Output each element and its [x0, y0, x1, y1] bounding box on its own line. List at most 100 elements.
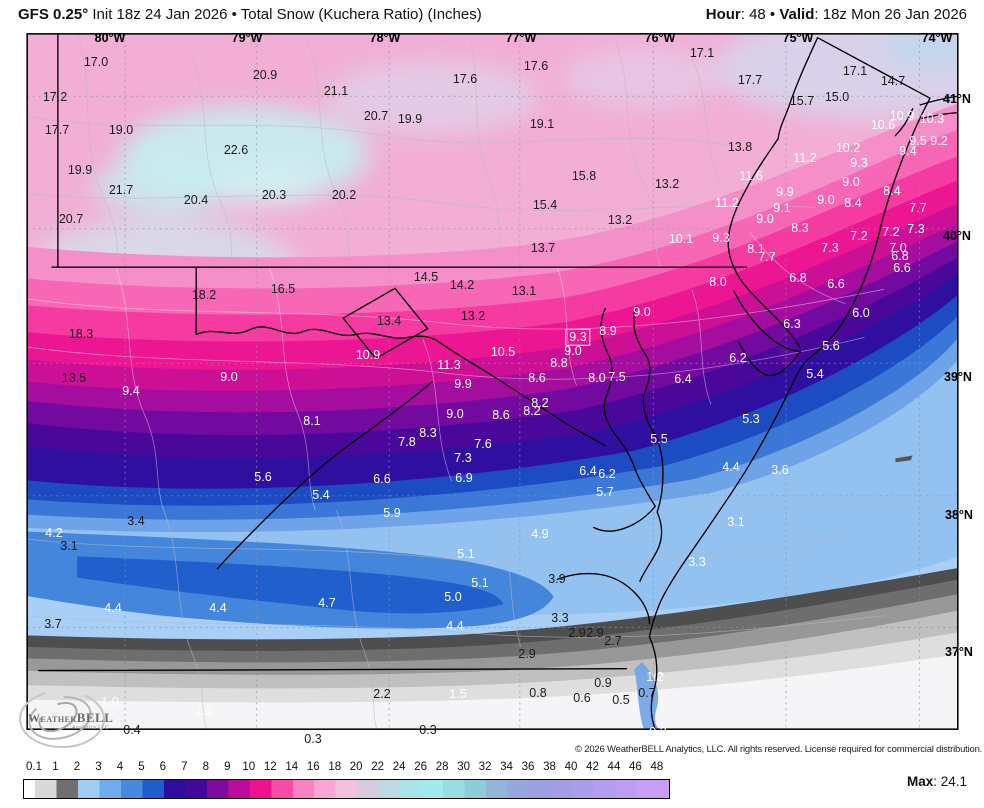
value-label: 3.9 — [548, 571, 566, 586]
longitude-label: 80°W — [94, 31, 126, 45]
map-graphic — [26, 33, 959, 730]
value-label: 6.4 — [674, 371, 692, 386]
value-label: 0.9 — [594, 675, 612, 690]
value-label: 4.7 — [318, 595, 336, 610]
value-label: 8.1 — [747, 241, 765, 256]
colorbar-tick: 9 — [224, 761, 231, 773]
value-label: 13.1 — [511, 283, 537, 298]
value-label: 1.2 — [195, 703, 213, 718]
colorbar-tick: 22 — [371, 761, 385, 773]
colorbar-tick: 38 — [543, 761, 556, 773]
valid-time: Hour: 48 • Valid: 18z Mon 26 Jan 2026 — [706, 6, 967, 23]
value-label: 7.3 — [821, 240, 839, 255]
value-label: 4.4 — [446, 618, 464, 633]
value-label: 5.1 — [457, 546, 475, 561]
value-label: 19.1 — [529, 116, 555, 131]
hour-value: : 48 — [740, 6, 766, 23]
value-label: 8.0 — [588, 370, 606, 385]
value-label: 14.2 — [449, 277, 475, 292]
value-label: 20.7 — [363, 108, 389, 123]
value-label: 9.9 — [776, 184, 794, 199]
title-bar: GFS 0.25° Init 18z 24 Jan 2026 • Total S… — [0, 0, 984, 30]
value-label: 2.9 — [568, 625, 586, 640]
value-label: 5.7 — [596, 484, 614, 499]
value-label: 7.2 — [850, 228, 868, 243]
latitude-label: 41°N — [943, 92, 971, 106]
value-label: 9.0 — [842, 174, 860, 189]
value-label: 7.3 — [454, 450, 472, 465]
value-label: 6.6 — [827, 276, 845, 291]
value-label: 5.9 — [383, 505, 401, 520]
value-label: 7.5 — [608, 369, 626, 384]
value-label: 0.7 — [638, 685, 656, 700]
value-label: 4.4 — [209, 600, 227, 615]
value-label: 14.5 — [413, 269, 439, 284]
value-label: 4.9 — [531, 526, 549, 541]
value-label: 7.2 — [882, 224, 900, 239]
value-label: 9.0 — [220, 369, 238, 384]
colorbar-tick: 24 — [392, 761, 406, 773]
value-label: 10.9 — [355, 347, 381, 362]
colorbar-tick: 1 — [52, 761, 59, 773]
colorbar-tick: 36 — [521, 761, 535, 773]
longitude-label: 79°W — [231, 31, 263, 45]
longitude-label: 75°W — [782, 31, 814, 45]
product-title: GFS 0.25° Init 18z 24 Jan 2026 • Total S… — [18, 6, 482, 23]
bullet-separator: • — [765, 6, 780, 23]
value-label: 8.3 — [791, 220, 809, 235]
colorbar-tick: 18 — [328, 761, 342, 773]
value-label: 6.8 — [891, 248, 909, 263]
value-label: 3.3 — [551, 610, 569, 625]
value-label: 15.8 — [571, 168, 597, 183]
value-label: 5.1 — [471, 575, 489, 590]
map-frame — [26, 33, 959, 730]
value-label: 3.1 — [60, 538, 78, 553]
value-label: 8.1 — [303, 413, 321, 428]
value-label: 11.3 — [437, 357, 461, 372]
colorbar-tick: 5 — [138, 761, 145, 773]
colorbar-tick: 6 — [159, 761, 167, 773]
value-label: 7.6 — [474, 436, 492, 451]
value-label: 10.1 — [668, 231, 694, 246]
longitude-label: 77°W — [505, 31, 537, 45]
value-label: 19.0 — [108, 122, 134, 137]
value-label: 18.2 — [191, 287, 217, 302]
latitude-label: 39°N — [944, 370, 972, 384]
value-label: 9.2 — [930, 133, 948, 148]
value-label: 20.9 — [252, 67, 278, 82]
colorbar — [23, 779, 670, 799]
value-label: 17.6 — [523, 58, 549, 73]
value-label: 3.3 — [688, 554, 706, 569]
value-label: 0.4 — [123, 722, 141, 737]
colorbar-tick: 28 — [435, 761, 449, 773]
state-borders-coastline — [38, 33, 958, 730]
value-label: 2.9 — [586, 625, 604, 640]
value-label: 14.7 — [880, 73, 906, 88]
value-label: 9.0 — [564, 343, 582, 358]
value-label: 6.0 — [852, 305, 870, 320]
value-label: 9.0 — [446, 406, 464, 421]
colorbar-tick: 10 — [242, 761, 256, 773]
value-label: 2.9 — [518, 646, 536, 661]
value-label: 6.8 — [789, 270, 807, 285]
value-label: 10.9 — [889, 108, 915, 123]
colorbar-tick: 16 — [306, 761, 320, 773]
value-label: 3.6 — [771, 462, 789, 477]
value-label: 9.3 — [850, 155, 868, 170]
latitude-label: 38°N — [945, 508, 973, 522]
value-label: 15.4 — [532, 197, 558, 212]
value-label: 20.7 — [58, 211, 84, 226]
value-label: 15.7 — [789, 93, 815, 108]
colorbar-tick: 48 — [650, 761, 664, 773]
value-label: 21.1 — [323, 83, 349, 98]
contour-bands — [27, 103, 958, 730]
value-label: 2.7 — [604, 633, 622, 648]
value-label: 3.1 — [727, 514, 745, 529]
colorbar-tick: 0.1 — [26, 761, 42, 773]
value-label: 3.4 — [127, 513, 145, 528]
legend-bar: 0.1 1 2 3 4 5 6 7 8 9 10 12 14 16 18 20 22 24 26 28 30 32 34 36… — [0, 760, 984, 808]
value-label: 10.3 — [919, 111, 945, 126]
value-label: 6.9 — [455, 470, 473, 485]
valid-value: : 18z Mon 26 Jan 2026 — [814, 6, 967, 23]
value-label: 5.4 — [312, 487, 330, 502]
